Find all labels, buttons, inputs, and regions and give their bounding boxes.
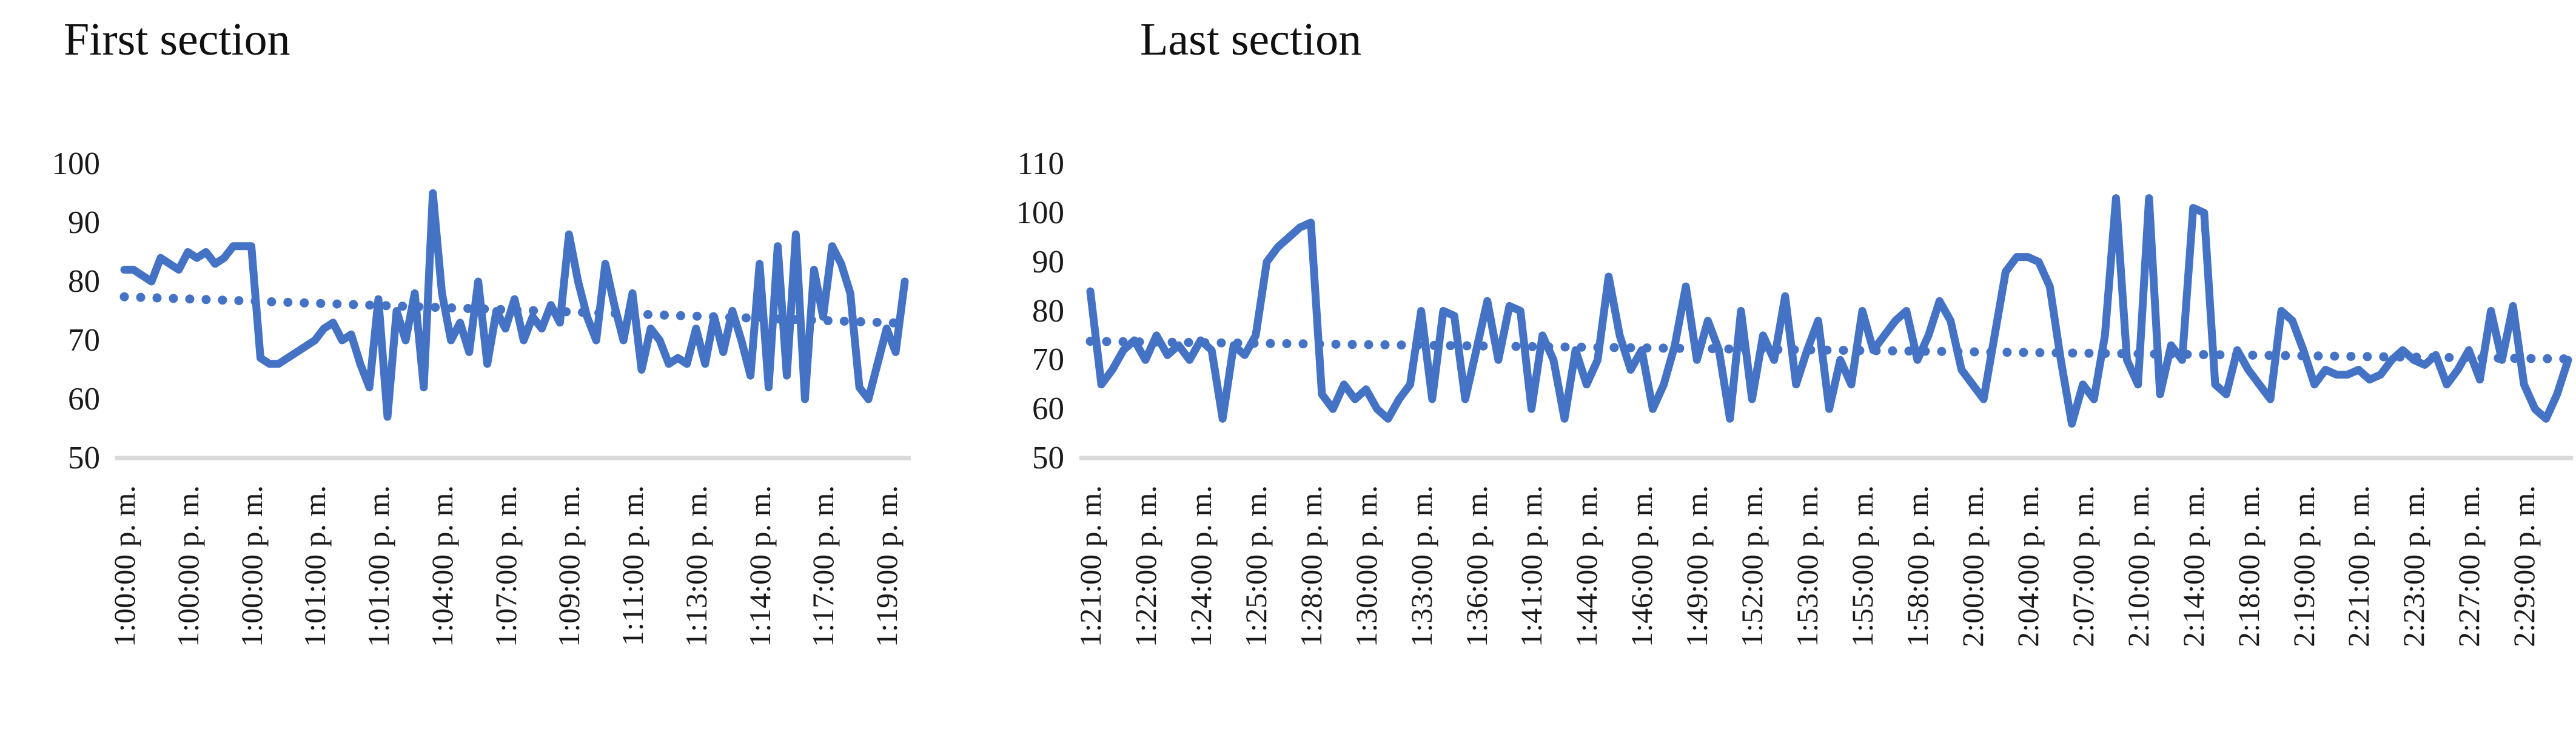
x-axis-label: 2:21:00 p. m. xyxy=(2341,485,2376,647)
y-axis-label: 100 xyxy=(52,146,101,181)
x-axis-label: 2:10:00 p. m. xyxy=(2121,485,2155,647)
y-axis-label: 90 xyxy=(68,205,100,240)
x-axis-label: 1:49:00 p. m. xyxy=(1680,485,1714,647)
chart-title-first-section: First section xyxy=(64,14,290,65)
chart-title-last-section: Last section xyxy=(1140,14,1362,65)
x-axis-label: 1:52:00 p. m. xyxy=(1735,485,1769,647)
x-axis-label: 1:13:00 p. m. xyxy=(679,485,713,647)
x-axis-label: 1:07:00 p. m. xyxy=(488,485,523,647)
x-axis-label: 2:18:00 p. m. xyxy=(2231,485,2266,647)
x-axis-label: 2:14:00 p. m. xyxy=(2176,485,2210,647)
series-line xyxy=(1086,194,2572,428)
x-axis-label: 1:11:00 p. m. xyxy=(615,485,650,646)
x-axis-label: 1:21:00 p. m. xyxy=(1073,485,1107,647)
x-axis-label: 1:17:00 p. m. xyxy=(806,485,840,647)
y-axis-label: 80 xyxy=(1032,293,1064,329)
x-axis-label: 1:22:00 p. m. xyxy=(1128,485,1162,647)
x-axis-label: 1:44:00 p. m. xyxy=(1569,485,1604,647)
x-axis-label: 1:53:00 p. m. xyxy=(1790,485,1825,647)
x-axis-label: 1:36:00 p. m. xyxy=(1459,485,1494,647)
y-axis-label: 70 xyxy=(68,323,100,358)
x-axis-label: 1:04:00 p. m. xyxy=(424,485,459,647)
x-axis-label: 2:29:00 p. m. xyxy=(2507,485,2541,647)
x-axis-label: 1:25:00 p. m. xyxy=(1238,485,1273,647)
x-axis-label: 2:04:00 p. m. xyxy=(2010,485,2045,647)
x-axis-label: 1:55:00 p. m. xyxy=(1845,485,1880,647)
y-axis-label: 60 xyxy=(68,382,100,417)
x-axis-label: 1:28:00 p. m. xyxy=(1293,485,1328,647)
x-axis-label: 1:01:00 p. m. xyxy=(298,485,332,647)
trendline-dotted xyxy=(1085,337,2573,364)
x-axis-label: 2:27:00 p. m. xyxy=(2452,485,2486,647)
x-axis-label: 1:41:00 p. m. xyxy=(1514,485,1549,647)
x-axis-label: 2:23:00 p. m. xyxy=(2397,485,2431,647)
x-axis-label: 2:19:00 p. m. xyxy=(2286,485,2321,647)
x-axis-label: 1:24:00 p. m. xyxy=(1183,485,1218,647)
x-axis-label: 1:01:00 p. m. xyxy=(361,485,396,647)
x-axis-label: 1:46:00 p. m. xyxy=(1625,485,1659,647)
x-axis-label: 2:07:00 p. m. xyxy=(2065,485,2100,647)
x-axis-label: 1:00:00 p. m. xyxy=(170,485,205,647)
series-line xyxy=(120,189,909,421)
y-axis-label: 50 xyxy=(68,440,100,476)
x-axis-label: 1:09:00 p. m. xyxy=(552,485,586,647)
y-axis-label: 50 xyxy=(1032,440,1064,476)
x-axis-label: 1:33:00 p. m. xyxy=(1404,485,1438,647)
x-axis-label: 1:58:00 p. m. xyxy=(1900,485,1934,647)
x-axis-label: 1:30:00 p. m. xyxy=(1349,485,1383,647)
y-axis-label: 100 xyxy=(1016,195,1065,231)
y-axis-label: 110 xyxy=(1017,146,1064,181)
y-axis-label: 60 xyxy=(1032,391,1064,427)
x-axis-label: 1:00:00 p. m. xyxy=(234,485,269,647)
y-axis-label: 90 xyxy=(1032,244,1064,280)
y-axis-label: 70 xyxy=(1032,342,1064,378)
x-axis-label: 1:14:00 p. m. xyxy=(742,485,777,647)
x-axis-label: 1:00:00 p. m. xyxy=(107,485,141,647)
x-axis-label: 1:19:00 p. m. xyxy=(870,485,904,647)
x-axis-label: 2:00:00 p. m. xyxy=(1955,485,1990,647)
y-axis-label: 80 xyxy=(68,264,100,299)
